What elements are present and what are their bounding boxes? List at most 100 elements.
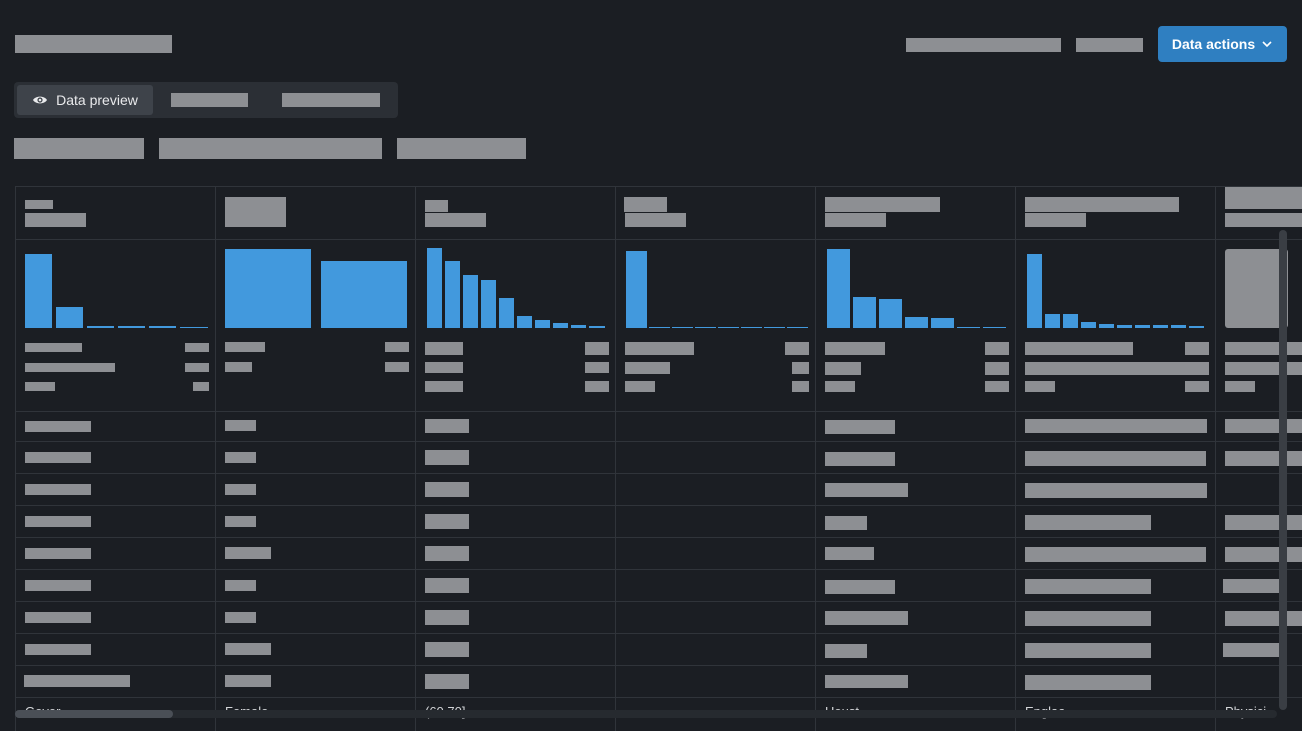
table-cell <box>25 580 91 591</box>
histogram-bar <box>905 317 928 328</box>
table-cell <box>425 482 469 497</box>
table-cell <box>825 580 895 594</box>
stat-value <box>1185 342 1209 355</box>
stat-label <box>1025 342 1133 355</box>
histogram-bar <box>225 249 311 328</box>
histogram-bar <box>1135 325 1150 328</box>
view-tabs: Data preview <box>14 82 398 118</box>
histogram-bar <box>787 327 808 328</box>
table-cell <box>225 612 256 623</box>
histogram-bar <box>180 327 208 328</box>
horizontal-scrollbar-track[interactable] <box>15 710 1277 718</box>
filter-chip-1[interactable] <box>14 138 144 159</box>
histogram-bar <box>931 318 954 328</box>
stat-label <box>625 381 655 392</box>
stat-label <box>25 382 55 391</box>
stat-value <box>1185 381 1209 392</box>
stat-value <box>185 343 209 352</box>
histogram-bar <box>1045 314 1060 328</box>
column-header-3-name[interactable] <box>425 213 486 227</box>
histogram-bar <box>1153 325 1168 328</box>
stat-label <box>625 342 694 355</box>
horizontal-scrollbar-thumb[interactable] <box>15 710 173 718</box>
table-cell <box>225 516 256 527</box>
histogram-bar <box>983 327 1006 328</box>
table-cell <box>825 516 867 530</box>
column-header-7-type <box>1225 187 1302 209</box>
vertical-scrollbar[interactable] <box>1279 230 1287 710</box>
column-header-6-type <box>1025 197 1179 212</box>
column-header-3-type <box>425 200 448 212</box>
table-cell <box>25 452 91 463</box>
table-cell <box>25 612 91 623</box>
histogram-bar <box>1225 249 1288 328</box>
data-actions-button[interactable]: Data actions <box>1158 26 1287 62</box>
header-link-1[interactable] <box>906 38 1061 52</box>
tab-data-preview[interactable]: Data preview <box>17 85 153 115</box>
histogram-bar <box>853 297 876 328</box>
stat-label <box>425 381 463 392</box>
histogram-bar <box>957 327 980 328</box>
histogram-bar <box>1171 325 1186 328</box>
column-header-7-name[interactable] <box>1225 213 1302 227</box>
table-cell <box>25 548 91 559</box>
histogram-bar <box>56 307 83 328</box>
table-cell <box>225 547 271 559</box>
tab-3[interactable] <box>282 93 380 107</box>
histogram-bar <box>1027 254 1042 328</box>
table-cell <box>1225 515 1302 530</box>
data-preview-table: Gover... Female (60.70] Houst... Englaa.… <box>15 186 1302 731</box>
table-cell <box>1225 419 1302 433</box>
column-header-5-name[interactable] <box>825 213 886 227</box>
table-cell <box>1025 419 1207 433</box>
filter-chip-3[interactable] <box>397 138 526 159</box>
histogram-bar <box>1081 322 1096 328</box>
histogram-bar <box>118 326 145 328</box>
table-cell <box>225 420 256 431</box>
histogram-bar <box>321 261 407 328</box>
histogram-bar <box>517 316 532 328</box>
stat-value <box>585 381 609 392</box>
stat-label <box>1225 362 1302 375</box>
stat-label <box>25 343 82 352</box>
histogram-bar <box>445 261 460 328</box>
stat-label <box>425 362 463 373</box>
histogram-bar <box>499 298 514 328</box>
table-cell <box>825 611 908 625</box>
table-cell <box>1025 611 1151 626</box>
table-cell <box>425 514 469 529</box>
column-header-1-name[interactable] <box>25 213 86 227</box>
column-header-2-name[interactable] <box>225 197 286 227</box>
histogram-bar <box>1117 325 1132 328</box>
tab-2[interactable] <box>171 93 248 107</box>
table-cell <box>1225 451 1302 466</box>
histogram-bar <box>1063 314 1078 328</box>
table-cell <box>825 547 874 560</box>
histogram-bar <box>25 254 52 328</box>
filter-chip-2[interactable] <box>159 138 382 159</box>
table-cell <box>1025 675 1151 690</box>
column-header-4-name[interactable] <box>625 213 686 227</box>
table-cell <box>225 452 256 463</box>
table-cell <box>825 420 895 434</box>
table-cell <box>225 675 271 687</box>
table-cell <box>25 421 91 432</box>
header-link-2[interactable] <box>1076 38 1143 52</box>
stat-value <box>792 381 809 392</box>
histogram-bar <box>764 327 785 328</box>
stat-label <box>825 362 861 375</box>
histogram-bar <box>718 327 739 328</box>
histogram-bar <box>463 275 478 328</box>
table-cell <box>425 674 469 689</box>
table-cell <box>1223 579 1279 593</box>
tab-data-preview-label: Data preview <box>56 92 138 108</box>
chevron-down-icon <box>1262 41 1272 48</box>
table-cell <box>225 580 256 591</box>
histogram-bar <box>879 299 902 328</box>
stat-label <box>425 342 463 355</box>
column-header-6-name[interactable] <box>1025 213 1086 227</box>
stat-value <box>985 342 1009 355</box>
stat-value <box>385 342 409 352</box>
stat-label <box>225 362 252 372</box>
stat-value <box>985 362 1009 375</box>
